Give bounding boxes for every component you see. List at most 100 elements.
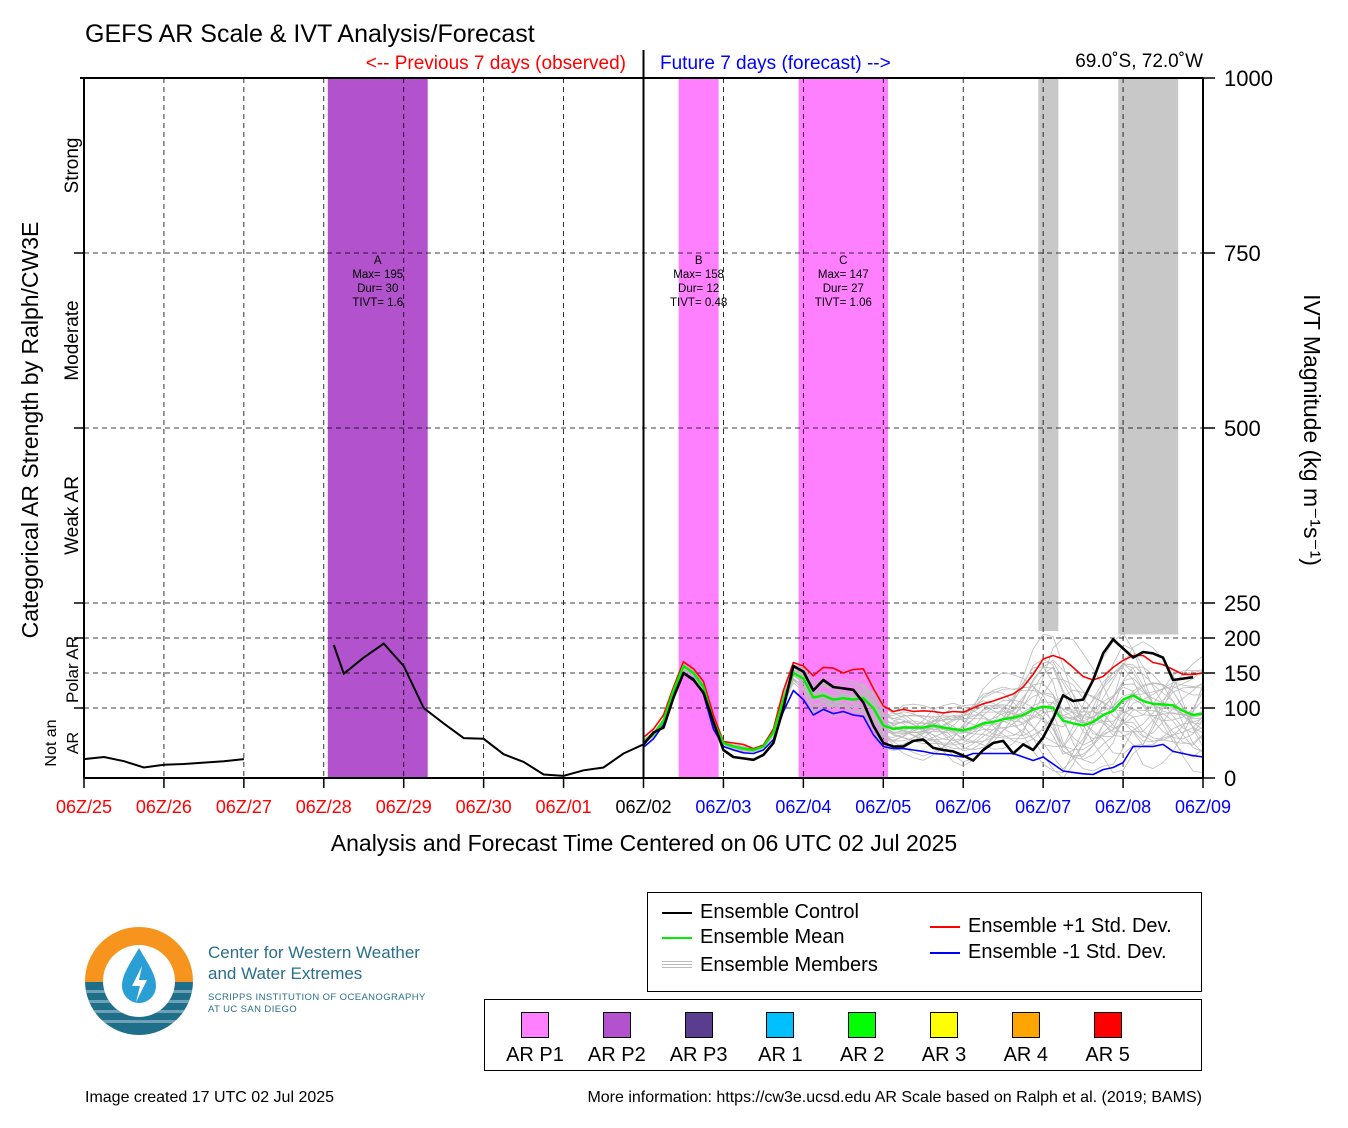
legend-plus-std-label: Ensemble +1 Std. Dev. [968, 915, 1172, 937]
ar-event-b-annotation: TIVT= 0.48 [670, 297, 727, 309]
category-label-not-an-ar: AR [65, 732, 82, 754]
right-y-tick-label: 750 [1224, 241, 1261, 266]
ar-event-c-annotation: TIVT= 1.06 [815, 297, 872, 309]
legend-control: Ensemble Control [662, 901, 859, 924]
x-tick-label: 06Z/25 [56, 797, 112, 817]
footer-info: More information: https://cw3e.ucsd.edu … [587, 1089, 1202, 1106]
category-label: AR 4 [1003, 1044, 1049, 1066]
x-tick-label: 06Z/02 [615, 797, 671, 817]
category-label: AR 3 [921, 1044, 967, 1066]
legend-control-label: Ensemble Control [700, 901, 859, 923]
location-label: 69.0˚S, 72.0˚W [1075, 51, 1203, 72]
ensemble-member-line [643, 637, 1204, 753]
category-ar-5: AR 5 [1068, 1012, 1148, 1067]
uncertainty-band-1 [1038, 78, 1059, 631]
x-tick-label: 06Z/03 [695, 797, 751, 817]
category-label-strong: Strong [62, 138, 83, 194]
x-axis-label: Analysis and Forecast Time Centered on 0… [331, 830, 957, 856]
category-swatch [1011, 1012, 1040, 1038]
x-tick-label: 06Z/30 [456, 797, 512, 817]
future-days-label: Future 7 days (forecast) --> [660, 53, 891, 74]
category-ar-3: AR 3 [904, 1012, 984, 1067]
series-ensemble-mean [642, 664, 1204, 752]
category-ar-1: AR 1 [740, 1012, 820, 1067]
observed-ivt-line-2 [332, 642, 644, 777]
right-y-tick-label: 100 [1224, 696, 1261, 721]
category-swatch [521, 1012, 549, 1038]
footer-created: Image created 17 UTC 02 Jul 2025 [85, 1089, 335, 1106]
category-swatch [1093, 1012, 1122, 1038]
ar-event-c-annotation: Dur= 27 [823, 283, 864, 295]
legend-minus-std-swatch [930, 951, 960, 954]
legend-control-swatch [662, 911, 692, 914]
ensemble-member-line [643, 633, 1204, 763]
x-tick-label: 06Z/01 [536, 797, 592, 817]
x-tick-label: 06Z/26 [136, 797, 192, 817]
category-swatch [766, 1012, 795, 1038]
category-label: AR 2 [839, 1044, 885, 1066]
legend-mean-swatch [662, 936, 692, 939]
ar-event-c-annotation: Max= 147 [818, 269, 869, 281]
right-y-tick-label: 0 [1224, 766, 1236, 791]
logo-title: Center for Western Weather and Water Ext… [208, 943, 420, 983]
ar-event-b-annotation: B [695, 255, 703, 267]
right-y-tick-label: 200 [1224, 626, 1261, 651]
category-label: AR P1 [506, 1044, 564, 1066]
x-tick-label: 06Z/06 [935, 797, 991, 817]
legend-members-swatch [662, 961, 692, 970]
category-label: AR 1 [758, 1044, 803, 1066]
observed-ivt-line-1 [83, 755, 245, 769]
chart-title: GEFS AR Scale & IVT Analysis/Forecast [85, 20, 535, 48]
previous-days-label: <-- Previous 7 days (observed) [366, 53, 626, 74]
x-tick-label: 06Z/27 [216, 797, 272, 817]
ar-category-legend: AR P1 AR P2 AR P3 AR 1 AR 2 AR 3 AR 4 AR 5 [484, 999, 1202, 1071]
category-swatch [602, 1012, 631, 1038]
category-swatch [930, 1012, 958, 1038]
right-y-tick-label: 500 [1224, 416, 1261, 441]
plot-area: A Max= 195 Dur= 30 TIVT= 1.6 B Max= 158 Dur= 1… [43, 50, 1273, 817]
series-ensemble-1-std-dev- [642, 672, 1204, 776]
x-tick-label: 06Z/29 [376, 797, 432, 817]
ensemble-member-line [643, 665, 1204, 774]
logo-subtitle: SCRIPPS INSTITUTION OF OCEANOGRAPHY AT U… [208, 992, 426, 1015]
legend-members-label: Ensemble Members [700, 954, 878, 976]
ivt-chart: GEFS AR Scale & IVT Analysis/Forecast <-… [17, 20, 1325, 856]
left-axis-label: Categorical AR Strength by Ralph/CW3E [17, 222, 43, 639]
category-ar-p1: AR P1 [495, 1012, 575, 1067]
right-y-tick-label: 250 [1224, 591, 1261, 616]
x-tick-label: 06Z/28 [296, 797, 352, 817]
right-y-tick-label: 1000 [1224, 66, 1273, 91]
x-tick-label: 06Z/07 [1015, 797, 1071, 817]
category-label: AR 5 [1085, 1044, 1130, 1066]
right-y-tick-label: 150 [1224, 661, 1261, 686]
x-tick-label: 06Z/05 [855, 797, 911, 817]
category-swatch [848, 1012, 877, 1038]
category-swatch [684, 1012, 713, 1038]
legend-plus-std: Ensemble +1 Std. Dev. [930, 915, 1172, 938]
legend-mean-label: Ensemble Mean [700, 926, 845, 948]
right-axis-label: IVT Magnitude (kg m⁻¹s⁻¹) [1299, 294, 1325, 566]
category-ar-4: AR 4 [986, 1012, 1066, 1067]
category-label-weak-ar: Weak AR [62, 476, 83, 555]
category-label-not-an-ar: Not an [43, 719, 60, 766]
ar-event-b-annotation: Max= 158 [673, 269, 724, 281]
x-tick-label: 06Z/08 [1095, 797, 1151, 817]
legend-minus-std-label: Ensemble -1 Std. Dev. [968, 941, 1167, 963]
legend-minus-std: Ensemble -1 Std. Dev. [930, 941, 1167, 964]
category-label-polar-ar: Polar AR [63, 636, 82, 703]
ensemble-legend: Ensemble Control Ensemble Mean Ensemble … [647, 892, 1202, 992]
ensemble-member-line [643, 661, 1204, 751]
series-ensemble-1-std-dev- [642, 654, 1204, 750]
cw3e-logo: Center for Western Weather and Water Ext… [84, 926, 484, 1041]
cw3e-logo-icon [85, 927, 193, 1035]
ar-event-b-annotation: Dur= 12 [678, 283, 719, 295]
ar-event-a-annotation: Max= 195 [352, 269, 403, 281]
ar-event-c-annotation: C [839, 255, 847, 267]
legend-plus-std-swatch [930, 925, 960, 928]
category-label: AR P3 [669, 1044, 728, 1066]
ar-event-a-annotation: TIVT= 1.6 [352, 297, 403, 309]
legend-members: Ensemble Members [662, 954, 878, 977]
uncertainty-band-2 [1118, 78, 1179, 635]
category-label: AR P2 [587, 1044, 646, 1066]
x-tick-label: 06Z/04 [775, 797, 831, 817]
